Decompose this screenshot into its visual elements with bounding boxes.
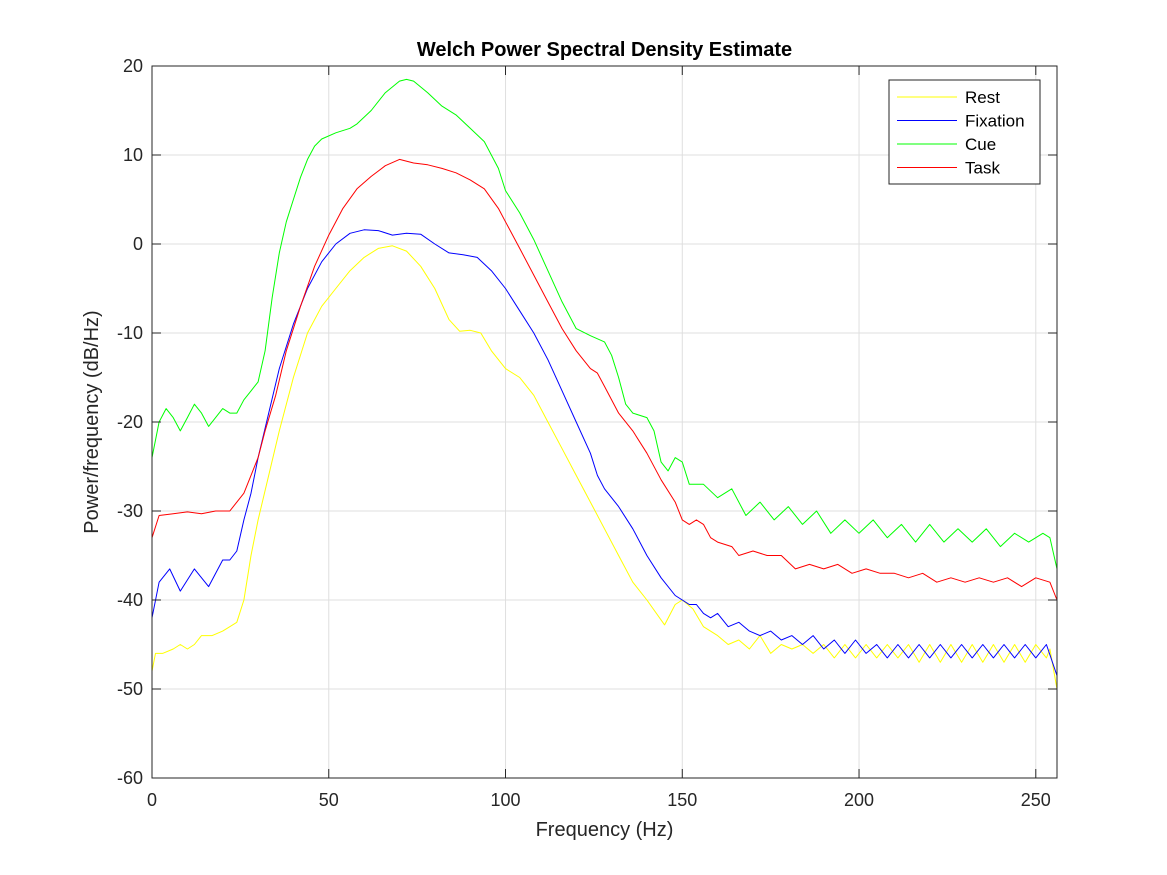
x-tick-label: 100: [490, 790, 520, 810]
series-line-task: [151, 158, 1058, 601]
legend-label-task: Task: [965, 159, 1000, 178]
y-tick-label: -40: [117, 590, 143, 610]
series-lines: [151, 78, 1058, 690]
y-tick-label: 0: [133, 234, 143, 254]
y-tick-label: -50: [117, 679, 143, 699]
y-tick-label: -10: [117, 323, 143, 343]
y-axis-label: Power/frequency (dB/Hz): [81, 310, 103, 533]
series-line-fixation: [151, 229, 1058, 676]
legend: Rest Fixation Cue Task: [888, 79, 1041, 185]
legend-label-cue: Cue: [965, 135, 996, 154]
series-line-rest: [151, 245, 1058, 690]
x-tick-label: 150: [667, 790, 697, 810]
series-line-cue: [151, 78, 1058, 570]
legend-label-rest: Rest: [965, 88, 1000, 107]
x-tick-label: 200: [844, 790, 874, 810]
x-tick-label: 50: [319, 790, 339, 810]
y-tick-label: -30: [117, 501, 143, 521]
legend-label-fixation: Fixation: [965, 112, 1025, 131]
x-axis-label: Frequency (Hz): [536, 819, 674, 841]
chart-title: Welch Power Spectral Density Estimate: [417, 39, 792, 61]
x-tick-label: 250: [1021, 790, 1051, 810]
x-tick-label: 0: [147, 790, 157, 810]
y-tick-label: -60: [117, 768, 143, 788]
y-tick-label: -20: [117, 412, 143, 432]
y-tick-label: 20: [123, 56, 143, 76]
ticks: 0 50 100 150 200 250 -60 -50 -40 -30 -20 -10 0 10 20: [117, 56, 1057, 810]
y-tick-label: 10: [123, 145, 143, 165]
